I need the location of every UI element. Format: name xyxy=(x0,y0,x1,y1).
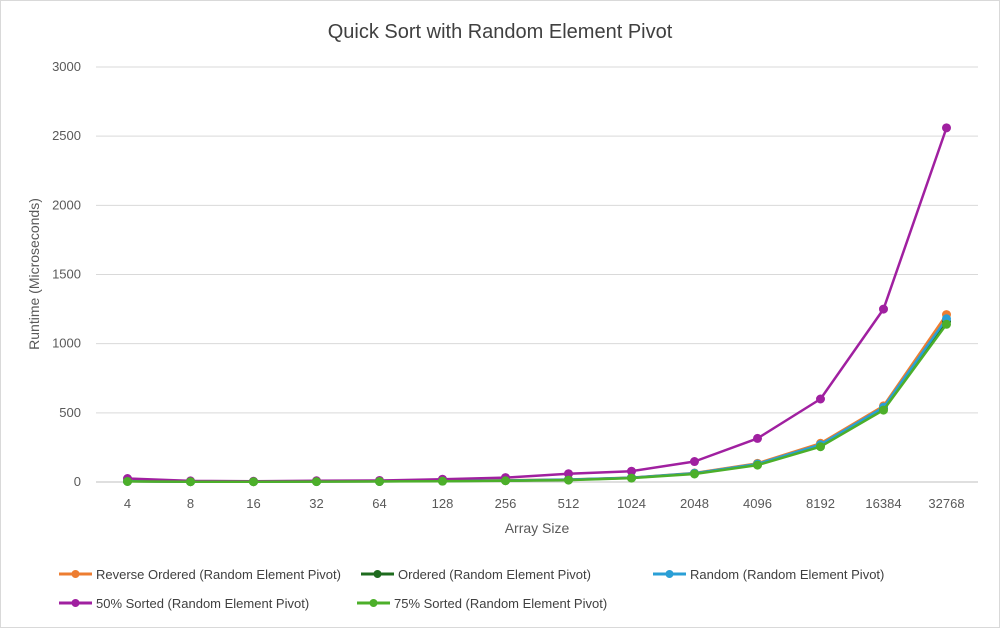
legend-swatch-marker xyxy=(71,599,80,607)
series-line xyxy=(127,323,948,483)
x-tick-label: 32768 xyxy=(928,496,964,511)
data-point xyxy=(690,457,699,467)
legend-label: 75% Sorted (Random Element Pivot) xyxy=(394,596,607,611)
chart-title: Quick Sort with Random Element Pivot xyxy=(328,21,673,43)
legend-item: Reverse Ordered (Random Element Pivot) xyxy=(59,567,341,582)
x-tick-label: 16 xyxy=(246,496,260,511)
legend-label: Reverse Ordered (Random Element Pivot) xyxy=(96,567,341,582)
y-tick-label: 1500 xyxy=(52,267,81,282)
legend-item: 75% Sorted (Random Element Pivot) xyxy=(357,596,607,611)
series-2 xyxy=(123,314,951,487)
y-tick-label: 1000 xyxy=(52,336,81,351)
x-tick-label: 8 xyxy=(187,496,194,511)
legend-label: 50% Sorted (Random Element Pivot) xyxy=(96,596,309,611)
data-point xyxy=(753,433,762,443)
x-tick-label: 4096 xyxy=(743,496,772,511)
x-tick-label: 2048 xyxy=(680,496,709,511)
legend-label: Random (Random Element Pivot) xyxy=(690,567,884,582)
series-0 xyxy=(123,310,951,487)
data-point xyxy=(690,469,699,479)
x-tick-label: 64 xyxy=(372,496,386,511)
data-point xyxy=(816,394,825,404)
series-group xyxy=(123,123,951,487)
data-point xyxy=(753,460,762,470)
data-point xyxy=(942,123,951,133)
data-point xyxy=(501,476,510,486)
series-4 xyxy=(123,319,951,487)
legend-swatch-marker xyxy=(373,570,382,578)
legend-item: Ordered (Random Element Pivot) xyxy=(361,567,591,582)
x-axis-title: Array Size xyxy=(505,520,570,536)
data-point xyxy=(816,442,825,452)
x-tick-label: 16384 xyxy=(865,496,901,511)
y-axis-ticks: 0 500 1000 1500 2000 2500 3000 xyxy=(52,59,81,489)
legend: Reverse Ordered (Random Element Pivot) Or… xyxy=(59,567,884,611)
x-tick-label: 1024 xyxy=(617,496,646,511)
x-tick-label: 32 xyxy=(309,496,323,511)
legend-label: Ordered (Random Element Pivot) xyxy=(398,567,591,582)
series-line xyxy=(127,127,948,483)
x-tick-label: 4 xyxy=(124,496,131,511)
data-point xyxy=(942,319,951,329)
legend-item: 50% Sorted (Random Element Pivot) xyxy=(59,596,309,611)
y-tick-label: 3000 xyxy=(52,59,81,74)
legend-swatch-marker xyxy=(665,570,674,578)
series-3 xyxy=(123,123,951,486)
data-point xyxy=(627,473,636,483)
data-point xyxy=(123,476,132,486)
data-point xyxy=(879,405,888,415)
x-tick-label: 256 xyxy=(495,496,517,511)
data-point xyxy=(438,476,447,486)
data-point xyxy=(375,476,384,486)
x-tick-label: 128 xyxy=(432,496,454,511)
x-tick-label: 8192 xyxy=(806,496,835,511)
x-axis-ticks: 4 8 16 32 64 128 256 512 1024 2048 4096 8192 16384 32… xyxy=(124,496,965,511)
y-tick-label: 2000 xyxy=(52,197,81,212)
legend-item: Random (Random Element Pivot) xyxy=(653,567,884,582)
y-tick-label: 500 xyxy=(59,405,81,420)
data-point xyxy=(879,304,888,314)
x-tick-label: 512 xyxy=(558,496,580,511)
data-point xyxy=(249,477,258,487)
series-1 xyxy=(123,317,951,487)
gridlines xyxy=(96,66,978,483)
y-tick-label: 2500 xyxy=(52,128,81,143)
legend-swatch-marker xyxy=(71,570,80,578)
data-point xyxy=(186,477,195,487)
data-point xyxy=(564,475,573,485)
y-axis-title: Runtime (Microseconds) xyxy=(26,198,42,350)
data-point xyxy=(312,477,321,487)
legend-swatch-marker xyxy=(369,599,378,607)
y-tick-label: 0 xyxy=(74,474,81,489)
